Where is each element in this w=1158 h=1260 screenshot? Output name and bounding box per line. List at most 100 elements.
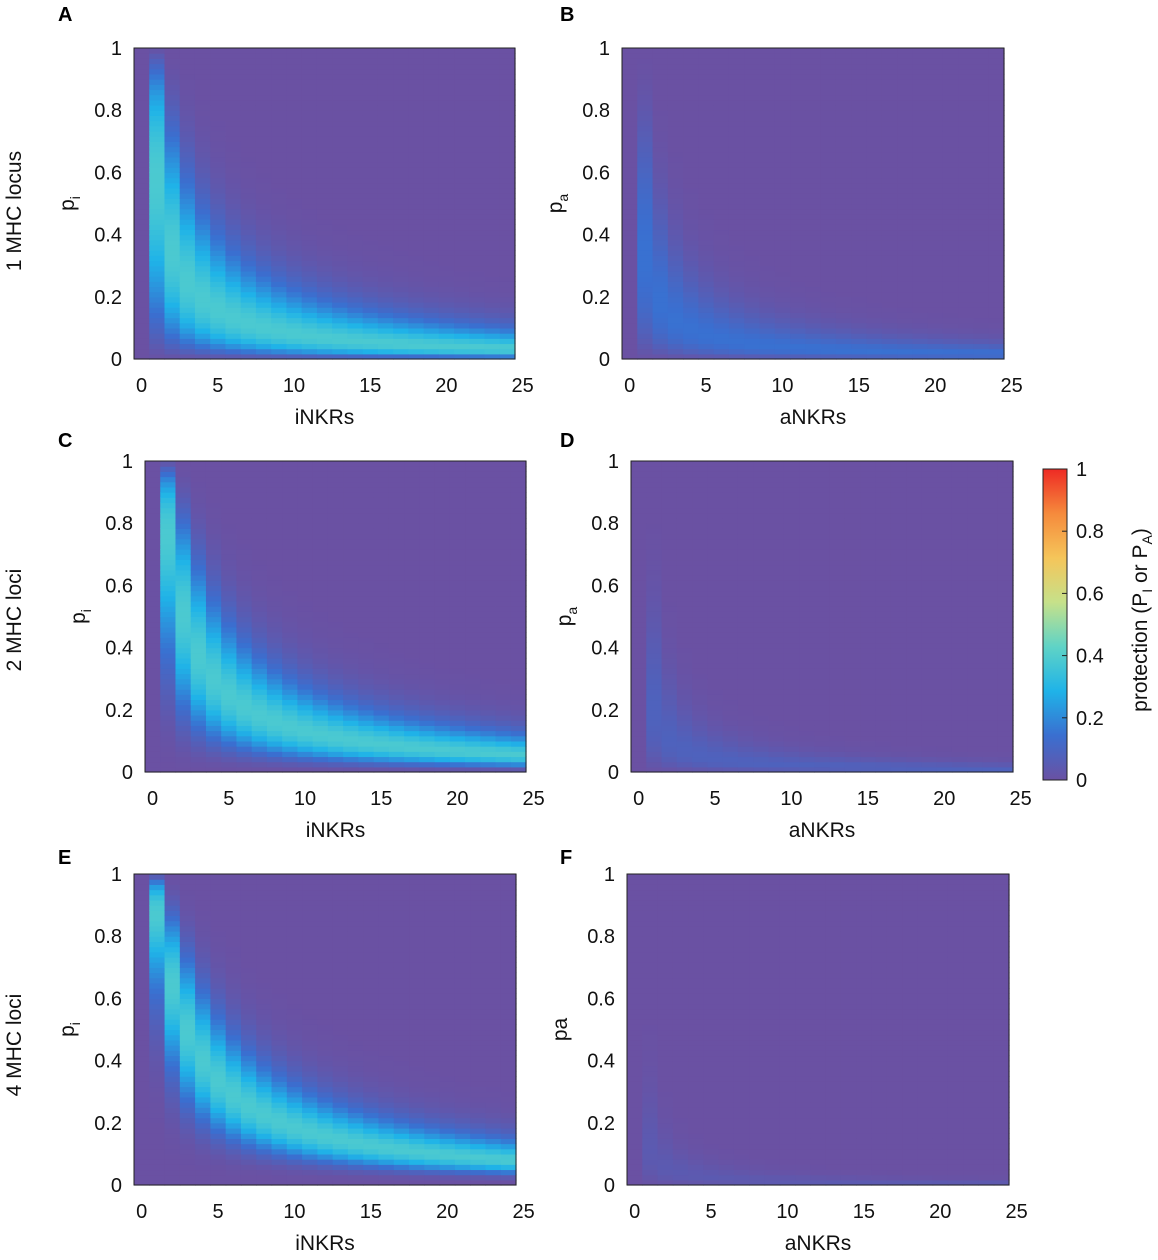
heatmap-cell — [988, 136, 1005, 142]
heatmap-cell — [221, 580, 238, 586]
heatmap-cell — [149, 255, 166, 262]
heatmap-cell — [622, 172, 638, 179]
heatmap-cell — [661, 585, 678, 592]
heatmap-cell — [271, 327, 287, 334]
heatmap-cell — [175, 616, 192, 623]
heatmap-cell — [255, 89, 272, 96]
heatmap-cell — [194, 338, 211, 345]
heatmap-cell — [661, 720, 678, 726]
heatmap-cell — [495, 461, 512, 467]
heatmap-cell — [988, 317, 1005, 324]
heatmap-cell — [190, 585, 207, 592]
heatmap-cell — [912, 167, 929, 173]
heatmap-cell — [179, 125, 196, 132]
heatmap-cell — [362, 312, 379, 319]
heatmap-cell — [297, 657, 314, 664]
heatmap-cell — [373, 554, 390, 561]
heatmap-cell — [637, 307, 654, 313]
heatmap-cell — [419, 486, 436, 493]
heatmap-cell — [631, 580, 647, 586]
heatmap-cell — [362, 353, 379, 360]
heatmap-cell — [343, 725, 359, 732]
heatmap-cell — [327, 647, 344, 654]
heatmap-cell — [510, 595, 527, 602]
heatmap-cell — [286, 270, 303, 277]
heatmap-cell — [646, 486, 663, 493]
heatmap-cell — [631, 471, 647, 478]
heatmap-cell — [622, 265, 638, 272]
heatmap-cell — [790, 270, 806, 277]
heatmap-cell — [377, 162, 394, 168]
heatmap-cell — [358, 549, 375, 555]
heatmap-cell — [388, 502, 405, 509]
heatmap-cell — [912, 348, 929, 355]
heatmap-cell — [942, 94, 959, 101]
heatmap-cell — [469, 182, 486, 189]
heatmap-cell — [408, 79, 425, 85]
heatmap-cell — [988, 229, 1005, 236]
x-axis-label: aNKRs — [780, 406, 847, 429]
heatmap-cell — [408, 250, 425, 256]
heatmap-cell — [190, 689, 207, 695]
heatmap-cell — [622, 244, 638, 251]
heatmap-cell — [221, 689, 238, 695]
heatmap-cell — [897, 239, 913, 246]
heatmap-cell — [312, 761, 329, 768]
heatmap-cell — [661, 523, 678, 529]
heatmap-cell — [282, 735, 298, 742]
heatmap-cell — [393, 167, 409, 173]
heatmap-cell — [179, 229, 196, 236]
heatmap-cell — [373, 632, 390, 638]
heatmap-cell — [179, 198, 196, 205]
heatmap-cell — [179, 172, 196, 179]
heatmap-cell — [347, 193, 364, 199]
heatmap-cell — [362, 63, 379, 70]
heatmap-cell — [973, 229, 990, 236]
heatmap-cell — [221, 466, 238, 472]
heatmap-cell — [676, 621, 693, 628]
heatmap-cell — [927, 208, 944, 215]
heatmap-cell — [713, 276, 730, 282]
heatmap-cell — [722, 461, 739, 467]
heatmap-cell — [469, 58, 486, 65]
heatmap-cell — [343, 492, 359, 498]
heatmap-cell — [454, 338, 470, 345]
heatmap-cell — [637, 343, 654, 350]
heatmap-cell — [698, 213, 715, 220]
heatmap-cell — [438, 63, 455, 70]
heatmap-cell — [958, 276, 975, 282]
heatmap-cell — [713, 224, 730, 231]
heatmap-cell — [362, 317, 379, 324]
heatmap-cell — [469, 322, 486, 329]
heatmap-cell — [676, 502, 693, 509]
heatmap-cell — [652, 141, 669, 148]
heatmap-cell — [434, 564, 451, 571]
heatmap-cell — [225, 182, 242, 189]
heatmap-cell — [480, 486, 497, 493]
heatmap-cell — [205, 580, 222, 586]
heatmap-cell — [282, 673, 298, 680]
heatmap-cell — [205, 642, 222, 649]
heatmap-cell — [728, 307, 745, 313]
heatmap-cell — [373, 678, 390, 685]
heatmap-cell — [790, 276, 806, 282]
heatmap-cell — [282, 694, 298, 701]
heatmap-cell — [347, 156, 364, 163]
heatmap-cell — [835, 105, 852, 111]
heatmap-cell — [419, 740, 436, 747]
heatmap-cell — [722, 652, 739, 659]
heatmap-cell — [661, 507, 678, 514]
heatmap-cell — [149, 136, 166, 142]
heatmap-cell — [286, 333, 303, 339]
heatmap-cell — [373, 543, 390, 550]
heatmap-cell — [332, 265, 348, 272]
heatmap-cell — [454, 327, 470, 334]
heatmap-cell — [480, 554, 497, 561]
heatmap-cell — [393, 79, 409, 85]
heatmap-cell — [343, 673, 359, 680]
y-tick-label: 1 — [599, 38, 610, 60]
heatmap-cell — [495, 740, 512, 747]
heatmap-cell — [221, 699, 238, 706]
heatmap-cell — [251, 564, 268, 571]
heatmap-cell — [343, 678, 359, 685]
